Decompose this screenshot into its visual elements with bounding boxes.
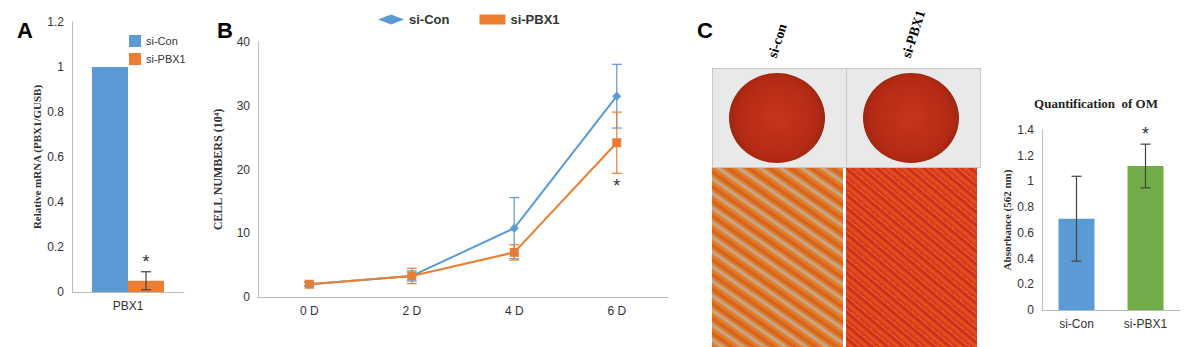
svg-text:0.8: 0.8 [1017,200,1034,214]
svg-text:A: A [17,18,33,43]
svg-text:0.4: 0.4 [47,195,64,209]
svg-text:si-PBX1: si-PBX1 [510,12,559,27]
svg-text:1.4: 1.4 [1017,123,1034,137]
svg-text:Absorbance (562 nm): Absorbance (562 nm) [1001,169,1014,270]
svg-text:Relative mRNA (PBX1/GUSB): Relative mRNA (PBX1/GUSB) [31,85,44,230]
svg-text:C: C [697,18,713,43]
svg-text:si-Con: si-Con [409,12,450,27]
svg-text:0: 0 [57,285,64,299]
svg-text:PBX1: PBX1 [113,299,144,313]
svg-text:0.6: 0.6 [47,150,64,164]
svg-text:*: * [613,176,620,196]
svg-text:10: 10 [237,226,251,240]
svg-text:*: * [142,252,149,272]
svg-text:CELL NUMBERS (10⁴): CELL NUMBERS (10⁴) [211,109,225,231]
svg-text:Quantification of OM: Quantification of OM [1034,96,1158,111]
svg-text:20: 20 [237,163,251,177]
svg-text:1: 1 [57,60,64,74]
svg-text:si-Con: si-Con [1059,317,1094,331]
svg-text:1.2: 1.2 [1017,149,1034,163]
svg-text:0: 0 [243,290,250,304]
svg-text:si-Con: si-Con [146,35,178,47]
svg-text:2 D: 2 D [402,304,421,318]
svg-text:si-PBX1: si-PBX1 [1124,317,1168,331]
svg-text:B: B [217,18,233,43]
svg-text:6 D: 6 D [607,304,626,318]
svg-text:40: 40 [237,35,251,49]
svg-text:0.6: 0.6 [1017,226,1034,240]
svg-text:0 D: 0 D [300,304,319,318]
svg-text:si-PBX1: si-PBX1 [146,53,186,65]
svg-text:0.4: 0.4 [1017,252,1034,266]
svg-text:0.2: 0.2 [47,240,64,254]
svg-text:0.8: 0.8 [47,105,64,119]
html-text:si-con: si-con [764,21,790,60]
html-text:si-PBX1: si-PBX1 [898,8,929,60]
svg-text:30: 30 [237,99,251,113]
svg-text:0: 0 [1027,303,1034,317]
svg-text:1: 1 [1027,174,1034,188]
svg-text:1.2: 1.2 [47,15,64,29]
svg-text:*: * [1142,124,1149,144]
svg-text:4 D: 4 D [505,304,524,318]
svg-text:0.2: 0.2 [1017,277,1034,291]
